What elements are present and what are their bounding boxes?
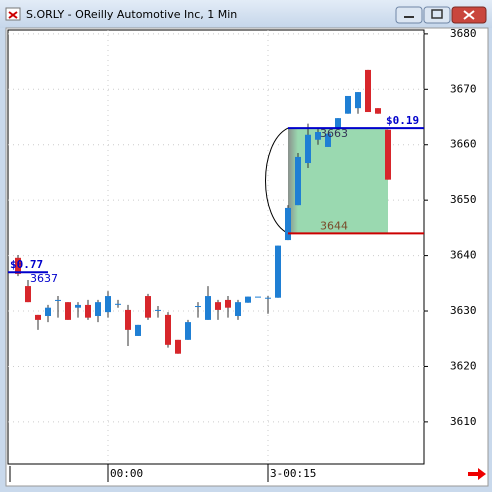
level-value: 3644 (320, 219, 348, 232)
plot: 3610 3620 3630 3640 3650 3660 3670 3680 00:00 3-0… (8, 27, 477, 482)
candle-body (175, 339, 181, 354)
y-tick-label: 3630 (450, 304, 477, 317)
zone-shade (288, 128, 298, 234)
y-tick-label: 3660 (450, 138, 477, 151)
profit-zone (288, 128, 388, 234)
level-note: $0.19 (386, 114, 419, 127)
candle-body (75, 304, 81, 308)
candle-body (155, 309, 161, 311)
y-tick-label: 3610 (450, 415, 477, 428)
level-value: 3663 (320, 127, 348, 140)
candle-body (305, 134, 311, 164)
candle-body (375, 108, 381, 114)
candle-body (275, 245, 281, 298)
y-tick-label: 3640 (450, 249, 477, 262)
x-tick-label: 3-00:15 (270, 467, 316, 480)
candle-body (145, 296, 151, 318)
y-tick-label: 3650 (450, 193, 477, 206)
candle-body (55, 299, 61, 301)
bracket (265, 127, 289, 234)
window-title: S.ORLY - OReilly Automotive Inc, 1 Min (26, 8, 237, 21)
candle-body (285, 207, 291, 241)
candle-body (295, 156, 301, 206)
candle-body (95, 302, 101, 317)
candle-body (45, 307, 51, 317)
candle-body (385, 129, 391, 180)
level-note: $0.77 (10, 258, 43, 271)
candle-body (355, 92, 361, 109)
candle-body (115, 303, 121, 305)
candle-body (35, 314, 41, 320)
candle-body (215, 302, 221, 310)
y-tick-label: 3680 (450, 27, 477, 40)
candle-body (265, 297, 271, 299)
candle-body (245, 296, 251, 303)
candle-body (185, 322, 191, 340)
y-tick-label: 3620 (450, 359, 477, 372)
minimize-button[interactable] (395, 6, 423, 24)
candle-body (365, 69, 371, 113)
candle-body (335, 118, 341, 129)
candle-body (205, 296, 211, 320)
candle-body (255, 296, 261, 298)
x-tick-label: 00:00 (110, 467, 143, 480)
candle-body (85, 304, 91, 318)
level-value: 3637 (30, 272, 58, 285)
plot-area (7, 29, 425, 465)
maximize-icon (431, 9, 443, 19)
candle-body (135, 324, 141, 336)
candle-body (235, 302, 241, 317)
candle-body (125, 309, 131, 330)
candle-body (315, 131, 321, 140)
maximize-button[interactable] (423, 6, 451, 24)
candle-body (165, 314, 171, 345)
candle-body (105, 296, 111, 313)
app-icon-mark (8, 11, 18, 19)
candle-body (225, 299, 231, 308)
candle-body (195, 306, 201, 308)
scroll-arrow[interactable] (468, 468, 486, 480)
candle-body (325, 133, 331, 147)
minimize-icon (404, 16, 414, 18)
window-buttons[interactable] (395, 6, 487, 24)
candle-body (15, 257, 21, 274)
candle-body (345, 95, 351, 114)
candle-body (65, 302, 71, 320)
candle-body (25, 286, 31, 303)
close-icon (463, 10, 475, 20)
y-tick-label: 3670 (450, 82, 477, 95)
